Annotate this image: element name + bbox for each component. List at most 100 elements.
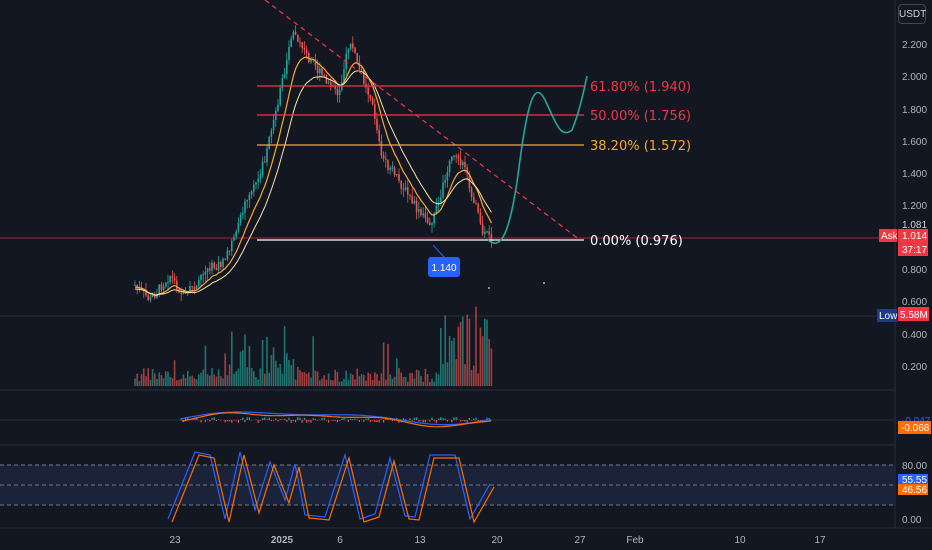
candle-body (277, 104, 279, 111)
macd-hist-bar (312, 418, 314, 420)
macd-hist-bar (383, 420, 385, 423)
candle-body (363, 69, 365, 84)
candle-body (266, 148, 268, 163)
volume-bar (154, 373, 156, 386)
currency-unit-button[interactable]: USDT (898, 4, 926, 24)
volume-bar (209, 375, 211, 386)
volume-bar (264, 373, 266, 386)
high-tag-value: 1.081 (902, 220, 927, 231)
candle-body (299, 41, 301, 43)
volume-bar (176, 380, 178, 386)
macd-hist-bar (352, 419, 354, 420)
macd-line (181, 411, 492, 426)
candle-body (453, 155, 455, 157)
volume-bar (356, 368, 358, 386)
volume-bar (180, 378, 182, 386)
stoch-axis-tick: 0.00 (902, 515, 922, 526)
candle-body (446, 172, 449, 181)
volume-bar (479, 327, 482, 386)
volume-bar (396, 358, 398, 386)
fib-level-382-label: 38.20% (1.572) (590, 139, 691, 154)
high-tag (898, 218, 928, 230)
volume-bar (312, 336, 314, 386)
macd-hist-bar (473, 418, 475, 420)
volume-bar (224, 353, 226, 386)
candle-body (198, 279, 200, 286)
macd-hist-bar (440, 417, 442, 420)
volume-bar (341, 381, 343, 386)
candle-body (396, 174, 398, 176)
macd-hist-bar (264, 417, 266, 420)
projection-path[interactable] (487, 75, 588, 244)
macd-hist-bar (372, 420, 374, 421)
macd-hist-bar (332, 420, 334, 421)
macd-hist-bar (277, 420, 279, 422)
candle-body (206, 268, 209, 272)
macd-hist-bar (262, 417, 264, 420)
candle-body (393, 167, 396, 175)
candle-body (488, 231, 490, 235)
macd-hist-bar (233, 420, 235, 421)
candle-body (387, 159, 389, 170)
candle-body (149, 296, 152, 300)
candle-body (189, 286, 191, 293)
volume-bar (149, 379, 152, 386)
macd-hist-bar (213, 417, 215, 420)
volume-bar (266, 336, 268, 386)
candle-body (457, 155, 460, 159)
candle-body (209, 268, 211, 271)
candle-body (371, 98, 374, 105)
macd-hist-bar (418, 420, 420, 422)
macd-hist-bar (317, 420, 319, 421)
time-axis[interactable]: 23 2025 6 13 20 27 Feb 10 17 (169, 535, 826, 546)
macd-hist-bar (237, 420, 239, 423)
volume-tag-value: 5.58M (900, 310, 928, 321)
fib-level-0-label: 0.00% (0.976) (590, 234, 683, 249)
macd-histogram (180, 417, 492, 423)
macd-hist-bar (275, 418, 277, 420)
volume-bar (305, 373, 308, 386)
macd-hist-bar (356, 419, 358, 420)
volume-bar (380, 373, 383, 386)
candle-body (233, 236, 235, 241)
candle-body (259, 174, 262, 179)
candle-body (420, 209, 422, 216)
candle-body (484, 231, 486, 234)
volume-bar (297, 367, 299, 386)
macd-hist-bar (398, 420, 400, 423)
volume-bar (358, 376, 361, 386)
descending-trendline[interactable] (264, 0, 581, 241)
price-axis-tick: 1.800 (902, 105, 927, 116)
price-tags: 1.081 Ask 1.014 37:17 Low 5.58M -0.047 -… (877, 218, 931, 496)
candle-body (451, 156, 453, 161)
low-callout[interactable]: 1.140 (428, 244, 460, 277)
macd-hist-bar (215, 420, 217, 421)
candle-body (231, 240, 233, 252)
candle-body (173, 277, 176, 281)
macd-hist-bar (180, 418, 182, 420)
candle-body (440, 197, 442, 203)
volume-bar (259, 368, 262, 386)
candle-body (182, 290, 185, 295)
candle-body (433, 213, 435, 224)
volume-bar (220, 376, 222, 386)
stoch-d-line (171, 454, 495, 524)
macd-hist-bar (446, 420, 448, 422)
candle-body (431, 223, 433, 225)
candle-body (424, 213, 427, 218)
macd-hist-bar (187, 417, 189, 420)
candle-body (171, 275, 174, 278)
volume-bar (303, 372, 306, 386)
fibonacci-levels[interactable]: 61.80% (1.940) 50.00% (1.756) 38.20% (1.… (257, 80, 691, 249)
macd-hist-bar (314, 418, 316, 420)
macd-hist-bar (391, 420, 393, 422)
price-axis-tick: 1.200 (902, 201, 927, 212)
price-axis[interactable]: 2.200 2.000 1.800 1.600 1.400 1.200 0.80… (902, 40, 927, 526)
volume-bar (244, 334, 246, 386)
macd-hist-bar (394, 420, 396, 421)
volume-bar (349, 373, 352, 386)
volume-bar (345, 370, 347, 386)
candle-body (334, 86, 336, 89)
volume-bar (448, 336, 451, 386)
